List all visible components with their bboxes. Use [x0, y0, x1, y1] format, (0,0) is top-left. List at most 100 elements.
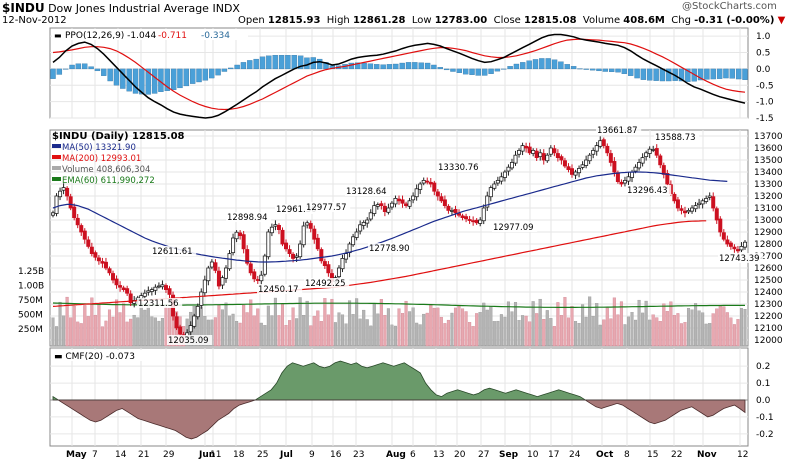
ppo-histogram-bar [145, 68, 151, 95]
volume-bar [51, 317, 55, 347]
ppo-histogram-bar [628, 68, 634, 76]
volume-bar [517, 320, 521, 347]
price-candle [711, 196, 716, 209]
price-tick-label: 12600 [754, 264, 783, 274]
price-candle [372, 205, 377, 214]
ppo-histogram-bar [716, 68, 723, 79]
ppo-histogram-bar [266, 55, 272, 70]
x-tick-label: 7 [92, 450, 98, 460]
price-candle [686, 209, 691, 213]
price-candle [220, 277, 225, 286]
price-candle [418, 183, 423, 190]
price-candle [238, 232, 243, 237]
ppo-tick-label: 0.0 [756, 65, 771, 75]
volume-bar [65, 296, 69, 347]
ppo-histogram-bar [532, 59, 539, 70]
annotation-bg [304, 278, 350, 288]
annotation-bg [718, 253, 764, 263]
price-candle [580, 164, 585, 168]
price-annotation: 12611.61 [152, 247, 193, 257]
price-candle [163, 285, 168, 290]
volume-bar [739, 308, 743, 347]
price-candle [414, 188, 419, 198]
ppo-histogram-bar [424, 62, 431, 70]
volume-bar [429, 303, 433, 347]
price-candle [195, 305, 200, 318]
price-candle [312, 228, 317, 240]
volume-bar [559, 315, 563, 347]
volume-bar [648, 319, 652, 347]
price-candle [199, 291, 204, 306]
ppo-histogram-bar [297, 55, 304, 70]
price-candle [400, 199, 405, 204]
volume-bar [115, 299, 119, 347]
price-candle [234, 231, 239, 240]
symbol: $INDU [2, 1, 45, 15]
volume-bar [662, 303, 666, 347]
x-tick-label: 21 [138, 450, 149, 460]
price-candle [344, 253, 349, 260]
price-candle [587, 154, 592, 162]
price-candle [700, 200, 705, 205]
price-candle [368, 212, 373, 220]
volume-bar [213, 317, 217, 347]
ppo-histogram-bar [507, 66, 513, 70]
volume-bar [164, 307, 168, 347]
price-annotation: 12743.39 [719, 254, 760, 264]
volume-bar [478, 312, 482, 347]
ppo-histogram-bar [456, 68, 463, 73]
x-tick-label: Sep [499, 450, 519, 460]
volume-bar [146, 303, 150, 347]
price-candle [125, 288, 130, 294]
volume-bar [369, 325, 373, 347]
volume-bar [206, 319, 210, 347]
volume-bar [655, 317, 659, 347]
price-candle [51, 212, 56, 216]
cmf-tick-label: 0.1 [756, 379, 770, 389]
close-value: 12815.08 [524, 15, 577, 26]
annotation-bg [492, 222, 538, 232]
volume-bar [249, 299, 253, 347]
price-tick-label: 13100 [754, 204, 783, 214]
cmf-legend-bg [52, 350, 156, 361]
price-candle [513, 154, 518, 164]
price-candle [389, 202, 394, 208]
ppo-histogram-bar [234, 64, 240, 70]
volume-bar [256, 308, 260, 347]
volume-bar [129, 318, 133, 347]
price-candle [273, 224, 278, 227]
price-candle [128, 293, 133, 304]
price-candle [605, 145, 610, 154]
volume-bar [683, 322, 687, 347]
volume-bar [153, 317, 157, 347]
volume-value: 408.6M [623, 15, 665, 26]
price-tick-label: 13600 [754, 144, 783, 154]
annotation-bg [137, 298, 183, 308]
price-candle [527, 146, 532, 154]
volume-bar [90, 297, 94, 347]
cmf-tick-label: -0.2 [756, 430, 774, 440]
cmf-legend: ▬ CMF(20) -0.073 [54, 352, 135, 362]
ppo-histogram-bar [640, 68, 647, 80]
price-annotation: 12492.25 [305, 279, 346, 289]
volume-bar [457, 305, 461, 347]
price-annotation: 13588.73 [655, 133, 696, 143]
price-candle [658, 155, 663, 166]
price-candle [245, 249, 250, 264]
volume-bar [626, 316, 631, 347]
volume-bar [637, 299, 641, 347]
volume-tick-label: 1.00B [18, 282, 44, 292]
volume-bar [284, 325, 288, 347]
volume-bar [217, 305, 221, 347]
ppo-histogram-bar [482, 68, 488, 76]
volume-bar [273, 297, 277, 347]
x-tick-label: Aug [386, 450, 406, 460]
price-candle [305, 222, 310, 226]
volume-bar [634, 319, 638, 347]
price-tick-label: 13500 [754, 156, 783, 166]
price-candle [167, 288, 172, 295]
price-candle [118, 285, 123, 288]
ppo-histogram-bar [596, 68, 602, 72]
volume-bar [446, 319, 450, 347]
volume-bar [408, 311, 412, 347]
